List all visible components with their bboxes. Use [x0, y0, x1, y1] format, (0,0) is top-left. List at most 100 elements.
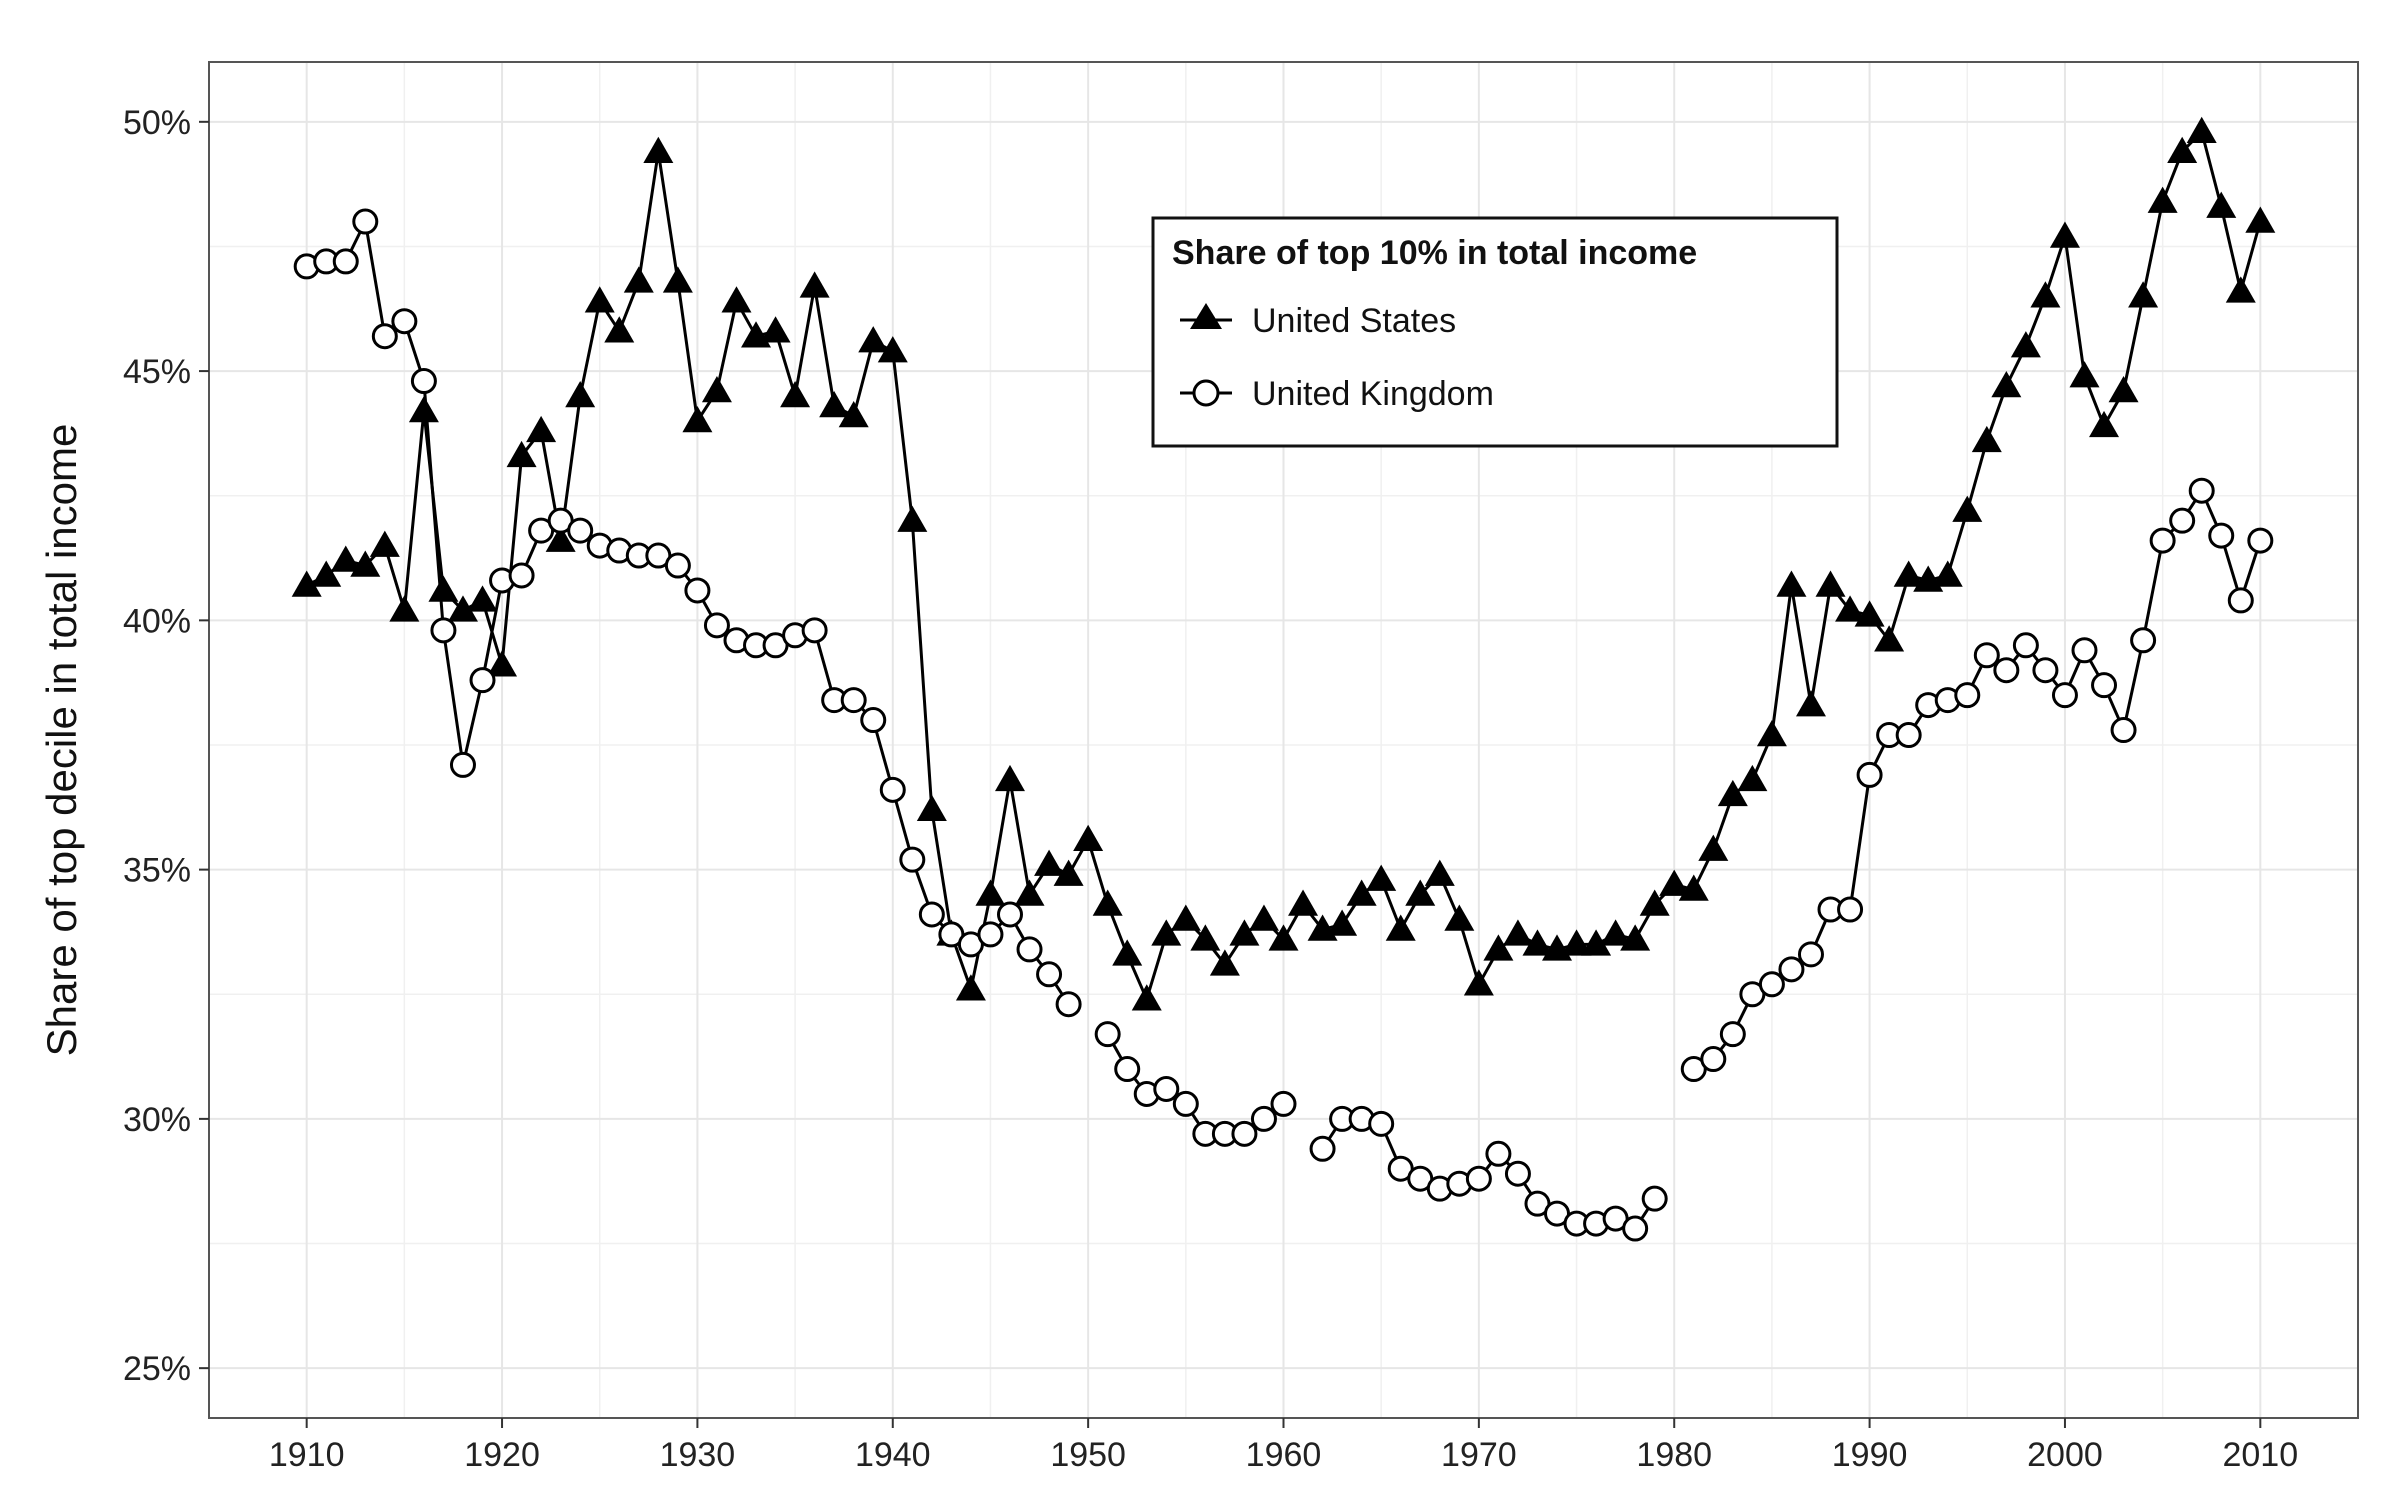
legend-label-united-kingdom: United Kingdom [1252, 375, 1494, 413]
data-point-united-states [1268, 924, 1299, 951]
triangle-marker-icon [1190, 303, 1222, 329]
data-point-united-states [1327, 909, 1358, 936]
data-point-united-states [2186, 116, 2217, 144]
data-point-united-kingdom [2227, 587, 2254, 614]
data-point-united-kingdom [2091, 672, 2118, 699]
data-point-united-states [799, 271, 830, 298]
data-point-united-kingdom [664, 552, 691, 579]
data-point-united-states [467, 585, 498, 612]
data-point-united-states [506, 440, 537, 468]
data-point-united-states [584, 286, 615, 313]
data-point-united-kingdom [1719, 1021, 1746, 1048]
data-point-united-kingdom [977, 921, 1004, 948]
data-point-united-states [2225, 276, 2256, 303]
data-point-united-states [1737, 764, 1768, 792]
data-point-united-states [1463, 969, 1494, 996]
data-point-united-states [1698, 834, 1729, 861]
data-point-united-kingdom [449, 751, 476, 778]
data-point-united-states [2030, 281, 2061, 308]
data-point-united-kingdom [410, 368, 437, 395]
data-point-united-kingdom [1114, 1056, 1141, 1083]
data-point-united-kingdom [2071, 637, 2098, 664]
data-point-united-kingdom [2247, 527, 2274, 554]
data-point-united-kingdom [899, 846, 926, 873]
data-point-united-kingdom [371, 323, 398, 350]
data-point-united-states [311, 560, 342, 587]
data-point-united-states [1131, 984, 1162, 1011]
x-tick-label: 1940 [855, 1436, 931, 1474]
data-point-united-kingdom [1954, 682, 1981, 709]
data-point-united-kingdom [918, 901, 945, 928]
data-point-united-kingdom [469, 667, 496, 694]
data-point-united-states [1991, 371, 2022, 398]
data-point-united-states [2147, 186, 2178, 213]
data-point-united-kingdom [1094, 1021, 1121, 1048]
data-point-united-kingdom [1465, 1165, 1492, 1192]
data-point-united-states [1717, 779, 1748, 807]
data-point-united-kingdom [1700, 1046, 1727, 1073]
data-point-united-kingdom [1993, 657, 2020, 684]
data-point-united-states [1835, 595, 1866, 622]
data-point-united-states [1620, 924, 1651, 951]
data-point-united-kingdom [2188, 477, 2215, 504]
data-point-united-states [819, 390, 850, 418]
data-point-united-kingdom [703, 612, 730, 639]
data-point-united-states [780, 381, 811, 408]
data-point-united-states [1854, 600, 1885, 627]
data-point-united-kingdom [1036, 961, 1063, 988]
y-tick-label: 50% [123, 104, 191, 142]
x-tick-label: 1960 [1246, 1436, 1322, 1474]
data-point-united-states [408, 395, 439, 423]
data-point-united-states [1776, 570, 1807, 597]
data-point-united-kingdom [430, 617, 457, 644]
data-point-united-states [291, 570, 322, 597]
data-point-united-states [545, 525, 576, 552]
data-point-united-kingdom [1856, 761, 1883, 788]
data-point-united-states [2089, 410, 2120, 438]
data-point-united-states [1385, 914, 1416, 941]
data-point-united-states [428, 575, 459, 602]
data-point-united-states [643, 136, 674, 163]
data-point-united-states [2049, 221, 2080, 248]
y-tick-label: 35% [123, 852, 191, 890]
data-point-united-states [1170, 904, 1201, 931]
data-point-united-kingdom [2169, 507, 2196, 534]
data-point-united-states [487, 650, 518, 677]
circle-marker-icon [1192, 379, 1220, 407]
x-tick-label: 1910 [269, 1436, 345, 1474]
data-point-united-kingdom [1758, 971, 1785, 998]
series-united-kingdom [293, 208, 2274, 1242]
data-point-united-states [1874, 625, 1905, 652]
data-point-united-states [2069, 361, 2100, 388]
y-tick-label: 25% [123, 1350, 191, 1388]
legend: Share of top 10% in total income United … [1151, 216, 1839, 448]
data-point-united-kingdom [1250, 1105, 1277, 1132]
data-point-united-states [1405, 879, 1436, 906]
series-line-united-kingdom [306, 220, 1070, 1006]
series-layer [291, 116, 2276, 1242]
data-point-united-states [1190, 924, 1221, 951]
legend-title: Share of top 10% in total income [1172, 234, 1697, 272]
data-point-united-kingdom [1270, 1090, 1297, 1117]
data-point-united-kingdom [2110, 717, 2137, 744]
data-point-united-states [1932, 560, 1963, 587]
data-point-united-states [2245, 206, 2276, 233]
data-point-united-kingdom [801, 617, 828, 644]
data-point-united-states [369, 530, 400, 557]
data-point-united-states [1678, 874, 1709, 901]
series-united-states [291, 116, 2276, 1011]
data-point-united-states [1600, 919, 1631, 946]
data-point-united-kingdom [2051, 682, 2078, 709]
x-tick-label: 2000 [2027, 1436, 2103, 1474]
data-point-united-states [701, 376, 732, 403]
data-point-united-states [1581, 929, 1612, 956]
data-point-united-states [389, 595, 420, 622]
data-point-united-states [1483, 934, 1514, 961]
data-point-united-states [721, 286, 752, 313]
data-point-united-kingdom [1622, 1215, 1649, 1242]
x-tick-label: 2010 [2222, 1436, 2298, 1474]
data-point-united-states [838, 400, 869, 428]
y-tick-label: 40% [123, 602, 191, 640]
data-point-united-states [897, 505, 928, 532]
